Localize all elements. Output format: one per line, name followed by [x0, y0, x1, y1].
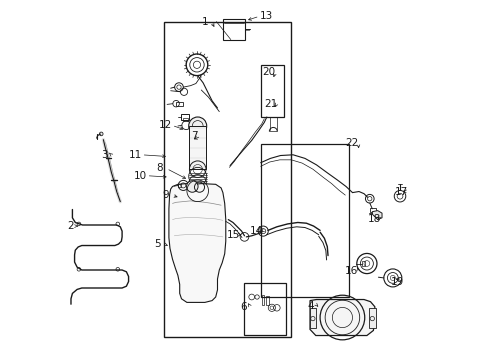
- Polygon shape: [371, 211, 381, 220]
- Text: 8: 8: [156, 163, 163, 174]
- Bar: [261, 295, 264, 305]
- Bar: [163, 22, 291, 337]
- Text: 9: 9: [162, 190, 168, 200]
- Text: 22: 22: [345, 138, 358, 148]
- Bar: [178, 184, 181, 187]
- Text: 6: 6: [240, 302, 246, 312]
- Bar: [260, 144, 348, 297]
- Polygon shape: [309, 300, 374, 336]
- Text: 11: 11: [128, 150, 142, 160]
- Bar: [189, 126, 205, 169]
- Bar: [369, 208, 375, 212]
- Bar: [368, 308, 375, 328]
- Text: 19: 19: [390, 276, 404, 287]
- Bar: [260, 65, 284, 117]
- Text: 5: 5: [154, 239, 161, 249]
- Bar: [223, 19, 244, 40]
- Bar: [265, 296, 268, 305]
- Circle shape: [188, 117, 206, 135]
- Text: 20: 20: [262, 67, 275, 77]
- Text: 3: 3: [102, 150, 108, 160]
- Text: 15: 15: [226, 230, 240, 240]
- Text: 16: 16: [345, 266, 358, 276]
- Text: 1: 1: [201, 17, 208, 27]
- Text: 21: 21: [263, 99, 277, 109]
- Text: 7: 7: [191, 131, 198, 141]
- Bar: [244, 283, 285, 335]
- Text: 4: 4: [307, 301, 314, 311]
- Bar: [176, 102, 182, 106]
- Circle shape: [186, 181, 198, 192]
- Bar: [181, 114, 189, 120]
- Bar: [309, 308, 315, 328]
- Text: 13: 13: [259, 11, 272, 21]
- Text: 14: 14: [249, 226, 262, 236]
- Text: 2: 2: [67, 221, 74, 231]
- Polygon shape: [168, 184, 225, 302]
- Text: 18: 18: [366, 214, 380, 224]
- Bar: [182, 118, 187, 121]
- Text: 10: 10: [133, 171, 146, 181]
- Text: 12: 12: [158, 120, 172, 130]
- Bar: [361, 261, 365, 266]
- Text: 17: 17: [394, 186, 407, 197]
